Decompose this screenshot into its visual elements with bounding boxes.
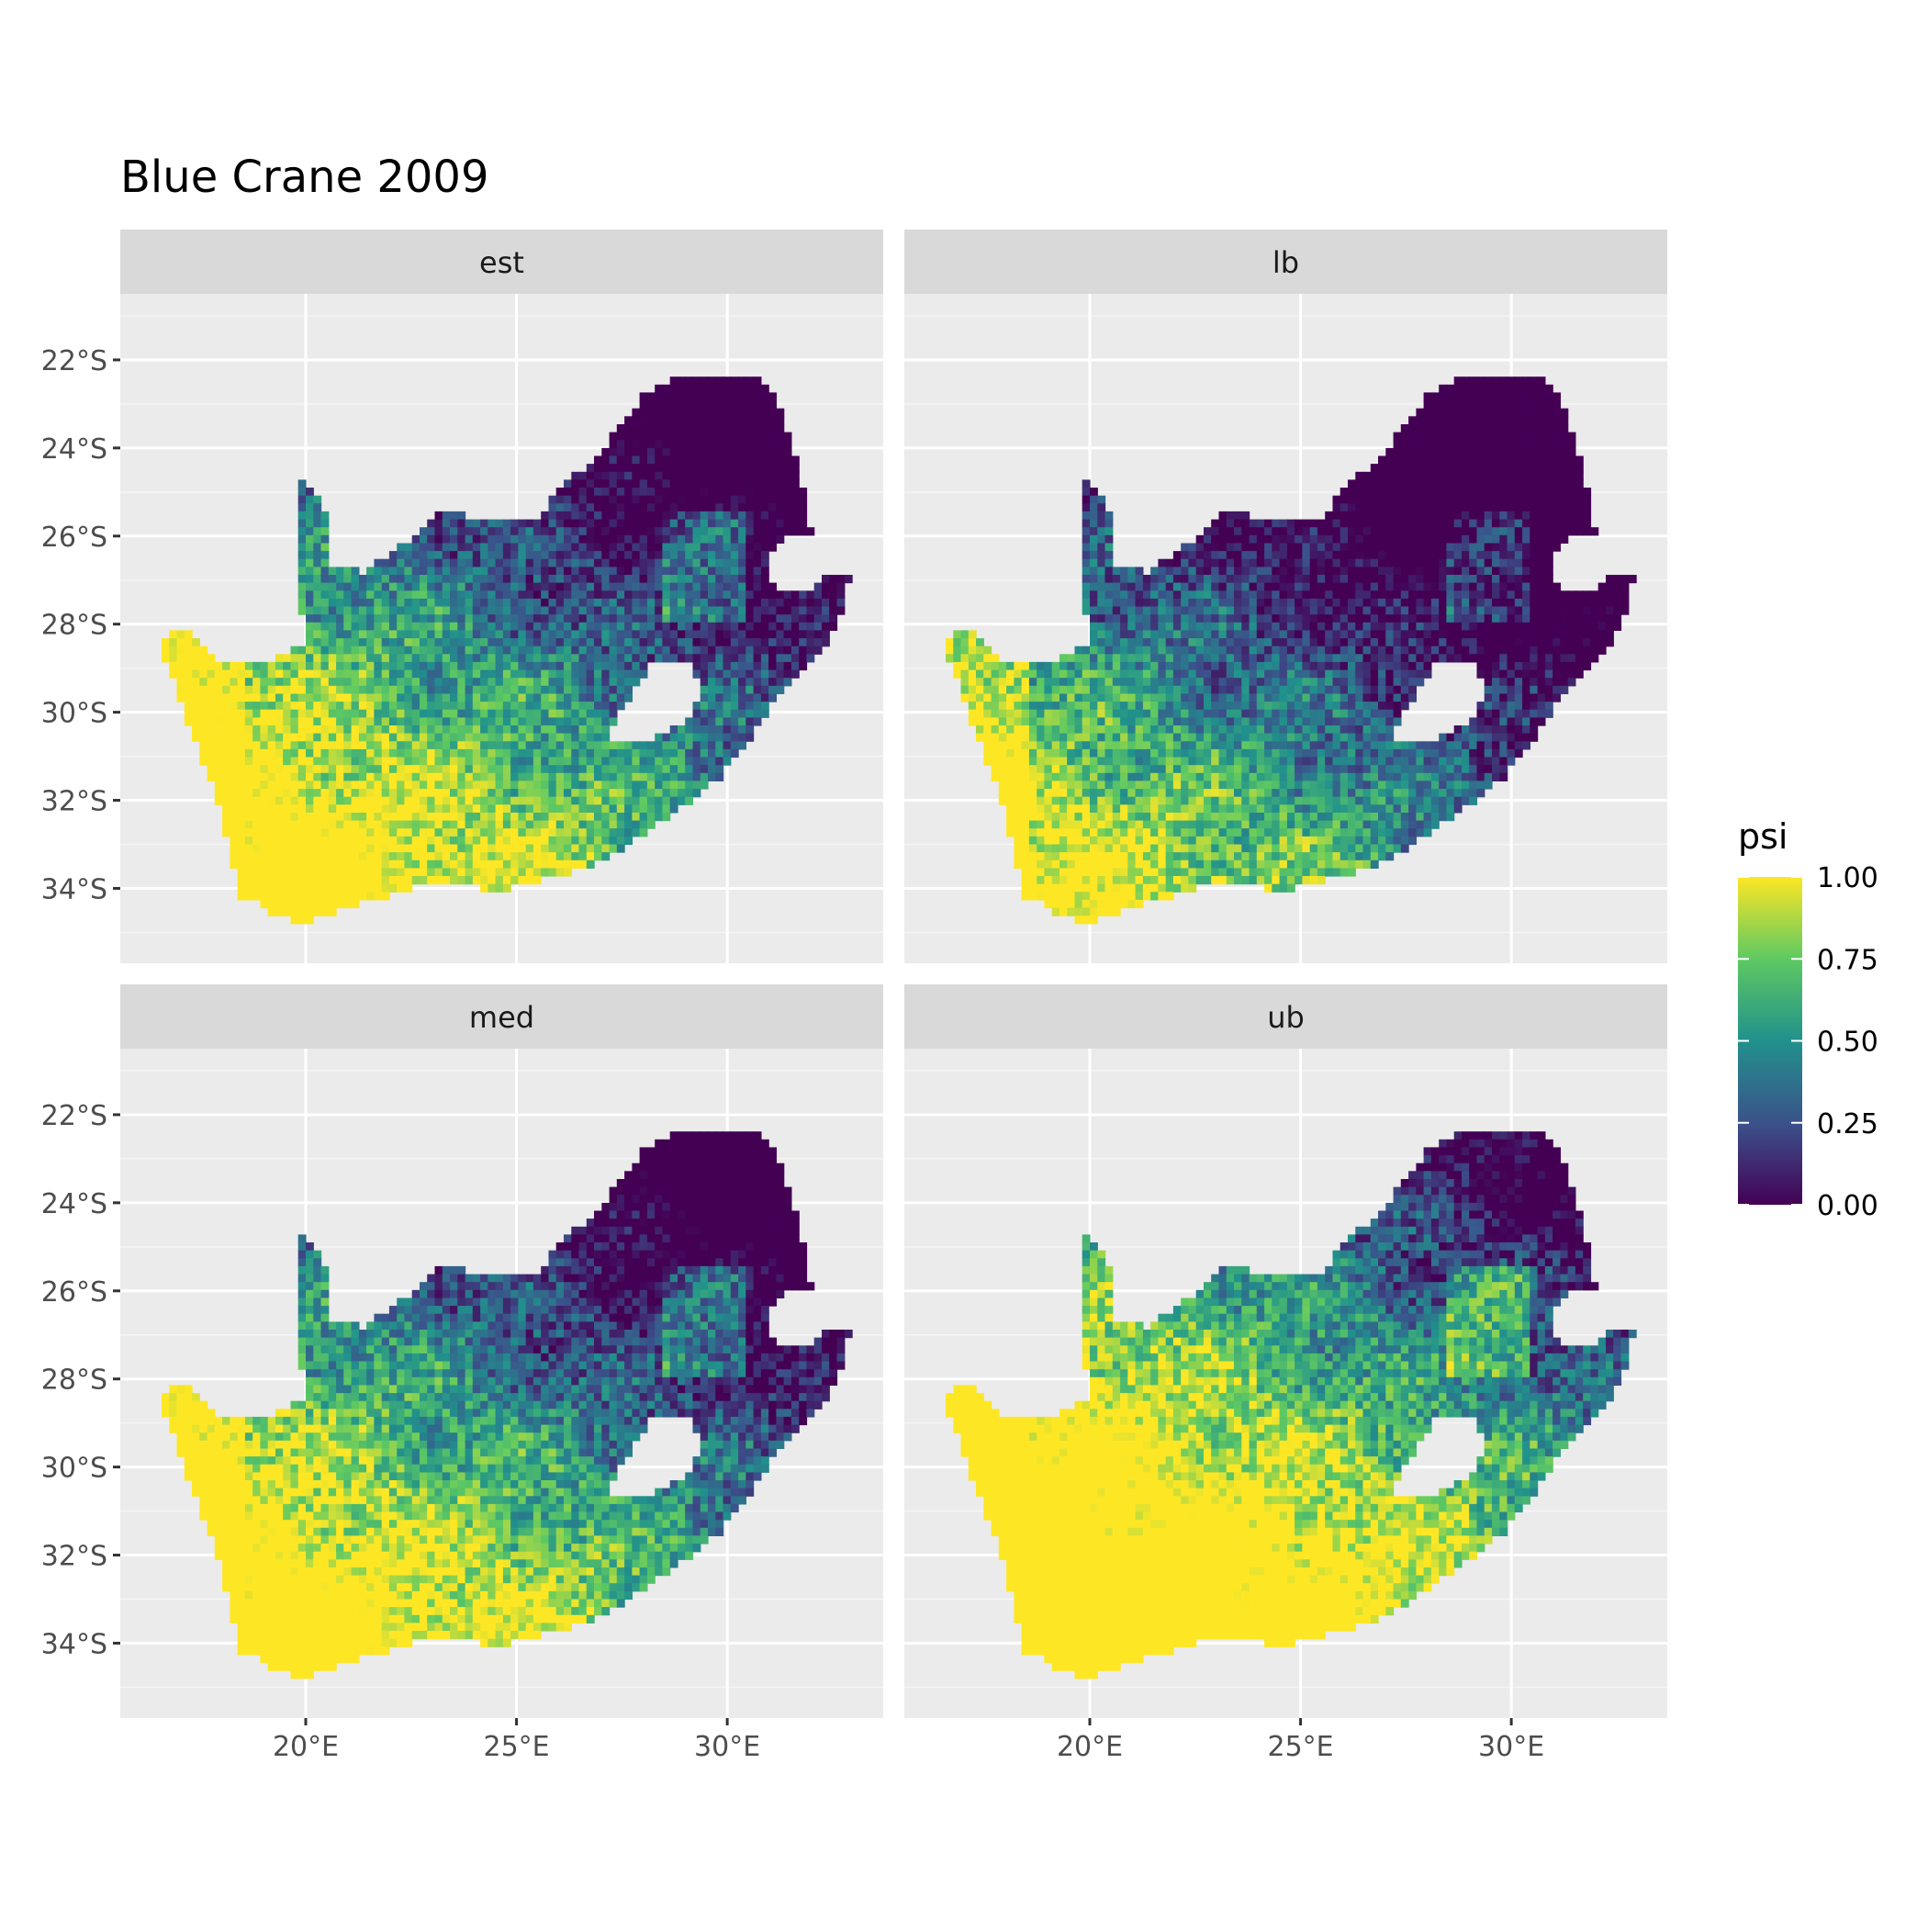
y-tick-label: 32°S xyxy=(41,786,107,818)
legend-tick-label: 0.50 xyxy=(1817,1027,1878,1059)
facet-panel-med: med 22°S 24°S 26°S 28°S 30°S 32°S 34°S 20°E 25°E 3… xyxy=(41,984,883,1763)
x-tick-label: 20°E xyxy=(1057,1731,1123,1763)
legend-tick-label: 1.00 xyxy=(1817,862,1878,894)
y-tick-label: 22°S xyxy=(41,1100,107,1132)
y-tick-label: 22°S xyxy=(41,345,107,377)
y-tick-label: 28°S xyxy=(41,1365,107,1397)
facet-label: lb xyxy=(1272,245,1299,280)
y-tick-label: 30°S xyxy=(41,698,107,730)
y-tick-label: 24°S xyxy=(41,433,107,466)
y-tick-label: 32°S xyxy=(41,1541,107,1573)
x-axis: 20°E 25°E 30°E xyxy=(1057,1718,1544,1763)
facet-panel-est: est 22°S 24°S 26°S 28°S 30°S 32°S 34°S xyxy=(41,230,883,963)
y-tick-label: 34°S xyxy=(41,1628,107,1660)
y-tick-label: 26°S xyxy=(41,522,107,554)
x-tick-label: 20°E xyxy=(273,1731,339,1763)
legend-tick-label: 0.75 xyxy=(1817,944,1878,976)
facet-label: est xyxy=(479,245,524,280)
facet-label: ub xyxy=(1267,1000,1305,1035)
y-tick-label: 26°S xyxy=(41,1276,107,1309)
facet-panel-ub: ub 20°E 25°E 30°E xyxy=(904,984,1667,1763)
y-axis: 22°S 24°S 26°S 28°S 30°S 32°S 34°S xyxy=(41,1100,120,1661)
legend-tick-label: 0.00 xyxy=(1817,1190,1878,1222)
y-tick-label: 34°S xyxy=(41,873,107,905)
legend: psi 1.00 0.75 0.50 0.25 0.00 xyxy=(1738,816,1878,1222)
x-tick-label: 30°E xyxy=(1478,1731,1544,1763)
y-tick-label: 24°S xyxy=(41,1188,107,1220)
x-tick-label: 25°E xyxy=(1267,1731,1333,1763)
x-tick-label: 25°E xyxy=(483,1731,549,1763)
x-tick-label: 30°E xyxy=(694,1731,760,1763)
y-tick-label: 28°S xyxy=(41,610,107,642)
facet-panel-lb: lb xyxy=(904,230,1667,963)
legend-tick-label: 0.25 xyxy=(1817,1108,1878,1140)
x-axis: 20°E 25°E 30°E xyxy=(273,1718,760,1763)
legend-title: psi xyxy=(1738,816,1788,857)
y-axis: 22°S 24°S 26°S 28°S 30°S 32°S 34°S xyxy=(41,345,120,906)
chart-title: Blue Crane 2009 xyxy=(120,152,489,203)
y-tick-label: 30°S xyxy=(41,1453,107,1485)
facet-label: med xyxy=(469,1000,534,1035)
